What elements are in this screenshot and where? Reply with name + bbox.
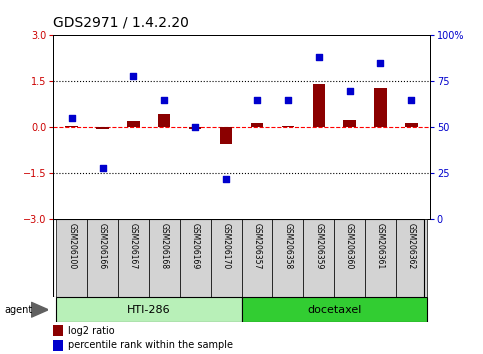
Text: GSM206166: GSM206166	[98, 223, 107, 269]
Bar	[220, 127, 232, 144]
Text: GSM206358: GSM206358	[284, 223, 292, 269]
Text: GSM206361: GSM206361	[376, 223, 385, 269]
Bar	[334, 219, 365, 297]
Bar	[282, 126, 294, 127]
Bar	[242, 297, 427, 322]
Bar	[313, 85, 325, 127]
Text: GSM206167: GSM206167	[129, 223, 138, 269]
Text: GSM206170: GSM206170	[222, 223, 230, 269]
Point	[315, 55, 323, 60]
Text: GSM206169: GSM206169	[191, 223, 199, 269]
Point	[68, 115, 75, 121]
Bar	[158, 114, 170, 127]
Bar	[97, 127, 109, 129]
Bar	[127, 121, 140, 127]
Bar	[56, 219, 87, 297]
Point	[129, 73, 137, 79]
Text: GSM206168: GSM206168	[160, 223, 169, 269]
Point	[99, 165, 106, 171]
Bar	[211, 219, 242, 297]
Polygon shape	[31, 302, 48, 317]
Point	[346, 88, 354, 93]
Bar	[303, 219, 334, 297]
Bar	[405, 123, 417, 127]
Text: percentile rank within the sample: percentile rank within the sample	[68, 340, 233, 350]
Bar	[56, 297, 242, 322]
Bar	[180, 219, 211, 297]
Bar	[242, 219, 272, 297]
Bar	[53, 325, 63, 336]
Point	[408, 97, 415, 103]
Point	[222, 176, 230, 182]
Bar	[343, 120, 356, 127]
Point	[160, 97, 168, 103]
Bar	[365, 219, 396, 297]
Text: GSM206360: GSM206360	[345, 223, 354, 269]
Bar	[374, 87, 386, 127]
Point	[191, 125, 199, 130]
Text: log2 ratio: log2 ratio	[68, 326, 115, 336]
Bar	[189, 127, 201, 129]
Point	[253, 97, 261, 103]
Bar	[118, 219, 149, 297]
Bar	[87, 219, 118, 297]
Point	[284, 97, 292, 103]
Point	[377, 60, 384, 66]
Bar	[272, 219, 303, 297]
Text: GSM206357: GSM206357	[253, 223, 261, 269]
Text: GSM206100: GSM206100	[67, 223, 76, 269]
Text: GSM206359: GSM206359	[314, 223, 323, 269]
Text: HTI-286: HTI-286	[127, 305, 170, 315]
Text: GDS2971 / 1.4.2.20: GDS2971 / 1.4.2.20	[53, 16, 189, 30]
Bar	[149, 219, 180, 297]
Text: agent: agent	[5, 305, 33, 315]
Bar	[396, 219, 427, 297]
Text: GSM206362: GSM206362	[407, 223, 416, 269]
Bar	[251, 123, 263, 127]
Bar	[53, 340, 63, 351]
Text: docetaxel: docetaxel	[307, 305, 361, 315]
Bar	[66, 126, 78, 127]
